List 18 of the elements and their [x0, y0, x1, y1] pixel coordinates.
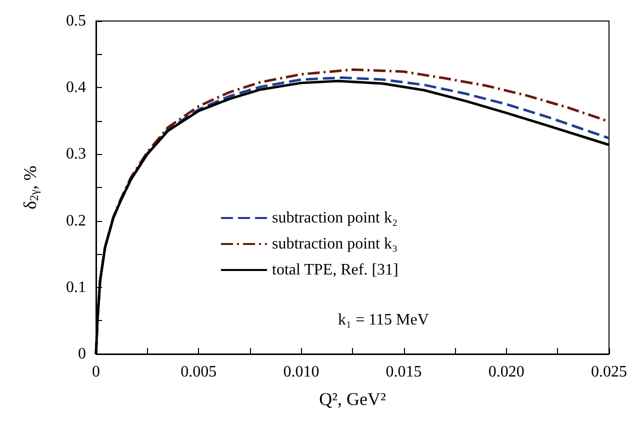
x-tick-label: 0.025 [591, 364, 627, 380]
y-tick-label: 0.5 [66, 12, 86, 30]
y-tick-label: 0.4 [66, 79, 86, 96]
y-tick-label: 0.1 [66, 278, 86, 296]
y-tick-label: 0.2 [66, 212, 86, 230]
y-tick-label: 0.3 [66, 146, 86, 163]
legend-label: subtraction point k₂ [272, 210, 398, 226]
x-tick-label: 0.010 [283, 364, 320, 380]
x-tick-label: 0.015 [386, 364, 422, 380]
legend-label: total TPE, Ref. [31] [272, 262, 398, 278]
annotation: k₁ = 115 MeV [338, 312, 430, 328]
x-tick-label: 0 [92, 364, 100, 380]
x-tick-label: 0.020 [488, 364, 524, 380]
y-tick-label: 0 [78, 346, 86, 362]
x-tick-label: 0.005 [180, 364, 217, 380]
legend-label: subtraction point k₃ [272, 236, 398, 252]
y-axis-title: δ2γ, % [20, 166, 41, 210]
x-axis-title: Q², GeV² [319, 389, 386, 409]
